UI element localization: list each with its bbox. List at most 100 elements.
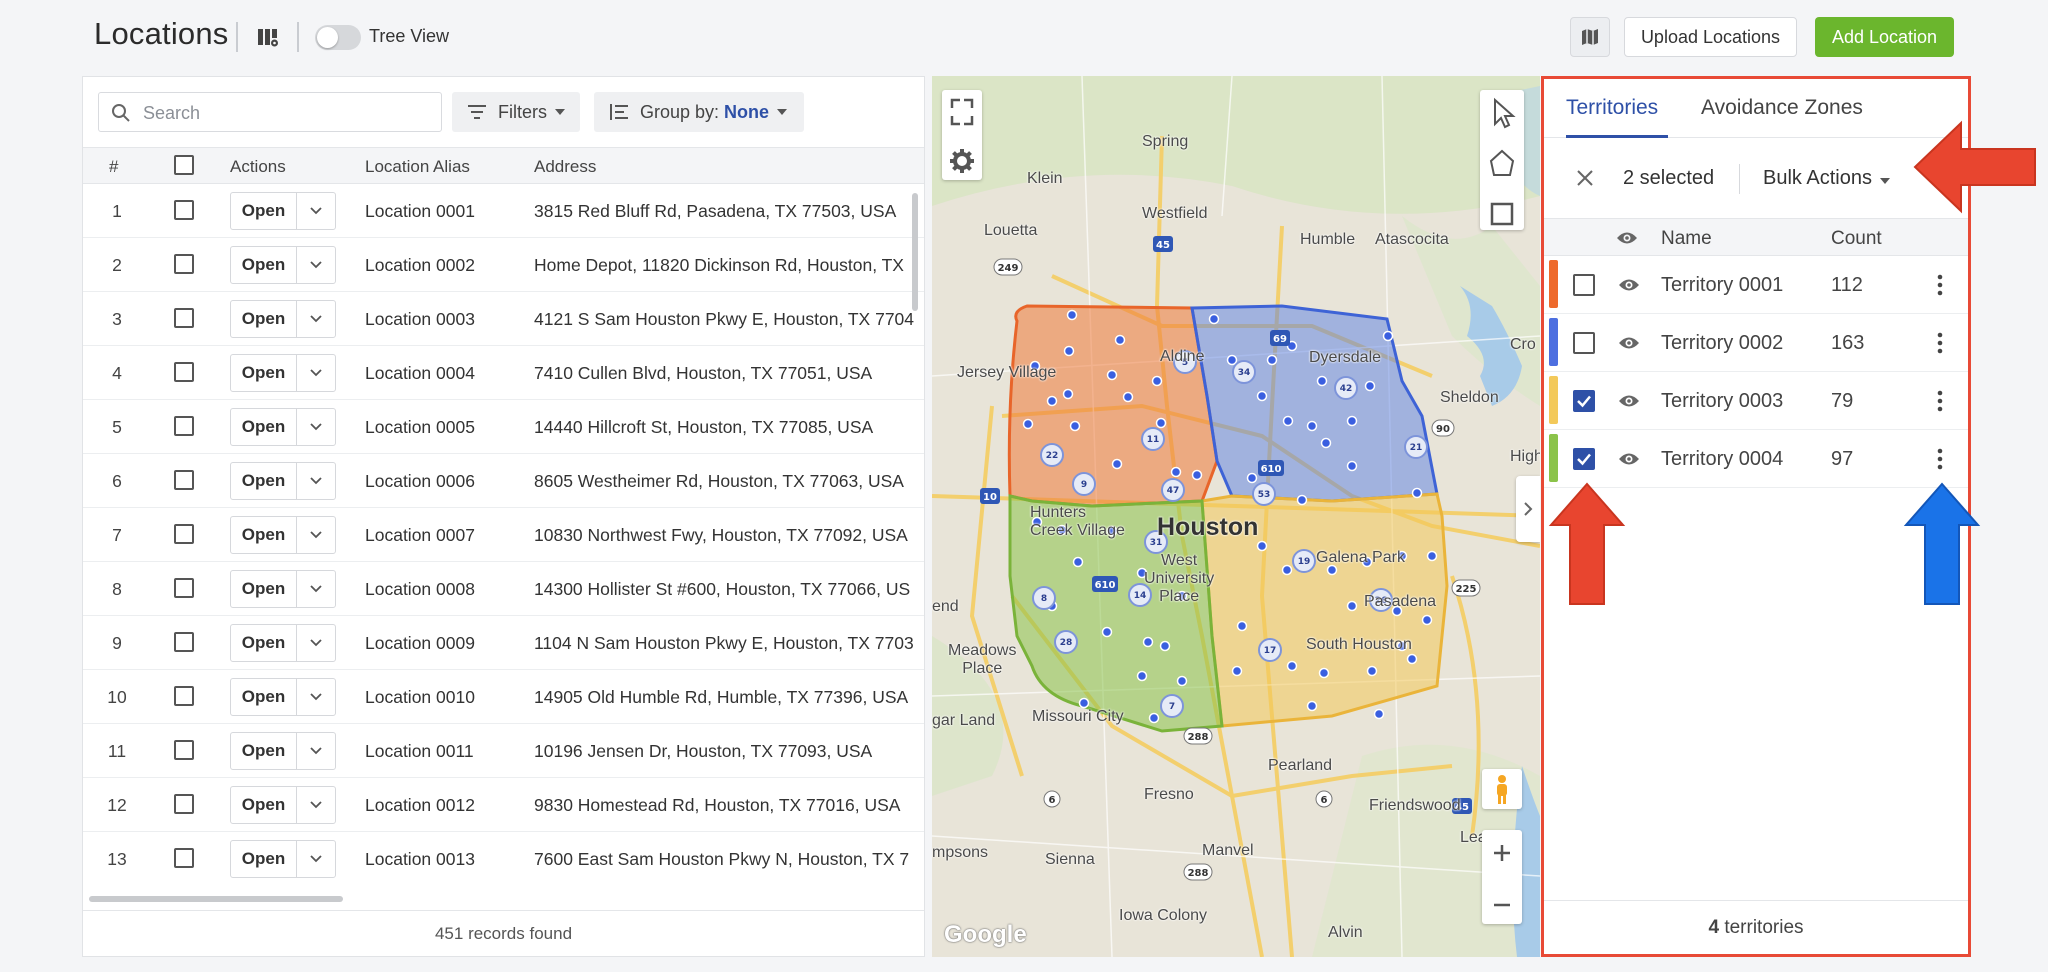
open-button[interactable]: Open <box>230 840 297 878</box>
select-all-checkbox[interactable] <box>174 155 194 175</box>
table-row[interactable]: 13 Open Location 0013 7600 East Sam Houston… <box>83 832 924 884</box>
visibility-eye-icon[interactable] <box>1618 277 1640 293</box>
filters-button[interactable]: Filters <box>452 92 580 132</box>
tab-territories[interactable]: Territories <box>1566 96 1659 119</box>
table-row[interactable]: 11 Open Location 0011 10196 Jensen Dr, Hous… <box>83 724 924 778</box>
open-button[interactable]: Open <box>230 462 297 500</box>
open-button[interactable]: Open <box>230 408 297 446</box>
more-options-kebab-icon[interactable] <box>1936 389 1944 413</box>
row-checkbox[interactable] <box>174 740 194 760</box>
table-row[interactable]: 9 Open Location 0009 1104 N Sam Houston Pkw… <box>83 616 924 670</box>
row-checkbox[interactable] <box>174 794 194 814</box>
open-button[interactable]: Open <box>230 678 297 716</box>
table-row[interactable]: 4 Open Location 0004 7410 Cullen Blvd, Hous… <box>83 346 924 400</box>
tab-avoidance-zones[interactable]: Avoidance Zones <box>1701 96 1863 119</box>
row-checkbox[interactable] <box>174 416 194 436</box>
collapse-panel-button[interactable] <box>1516 476 1540 542</box>
table-row[interactable]: 1 Open Location 0001 3815 Red Bluff Rd, Pas… <box>83 184 924 238</box>
zoom-in-icon[interactable] <box>1482 830 1522 877</box>
open-button[interactable]: Open <box>230 624 297 662</box>
group-by-button[interactable]: Group by: None <box>594 92 804 132</box>
column-header-address[interactable]: Address <box>534 157 597 176</box>
add-location-button[interactable]: Add Location <box>1815 17 1954 57</box>
table-row[interactable]: 12 Open Location 0012 9830 Homestead Rd, Ho… <box>83 778 924 832</box>
table-row[interactable]: 10 Open Location 0010 14905 Old Humble Rd, … <box>83 670 924 724</box>
more-options-kebab-icon[interactable] <box>1936 331 1944 355</box>
open-button[interactable]: Open <box>230 732 297 770</box>
row-checkbox[interactable] <box>174 254 194 274</box>
table-row[interactable]: 7 Open Location 0007 10830 Northwest Fwy, H… <box>83 508 924 562</box>
open-options-dropdown[interactable] <box>296 570 336 608</box>
territory-row[interactable]: Territory 0003 79 <box>1544 372 1968 430</box>
table-row[interactable]: 6 Open Location 0006 8605 Westheimer Rd, Ho… <box>83 454 924 508</box>
row-checkbox[interactable] <box>174 632 194 652</box>
table-row[interactable]: 3 Open Location 0003 4121 S Sam Houston Pkw… <box>83 292 924 346</box>
pointer-select-icon[interactable] <box>1480 90 1524 136</box>
horizontal-scrollbar[interactable] <box>89 896 343 902</box>
territory-row[interactable]: Territory 0002 163 <box>1544 314 1968 372</box>
map-view[interactable]: 5 34 42 22 11 9 47 53 21 31 19 8 14 26 28 17 7 45 69… <box>932 76 1540 957</box>
zoom-out-icon[interactable] <box>1482 882 1522 929</box>
row-checkbox[interactable] <box>174 686 194 706</box>
row-checkbox[interactable] <box>174 200 194 220</box>
open-options-dropdown[interactable] <box>296 462 336 500</box>
open-options-dropdown[interactable] <box>296 624 336 662</box>
open-options-dropdown[interactable] <box>296 354 336 392</box>
open-button[interactable]: Open <box>230 300 297 338</box>
territory-checkbox[interactable] <box>1573 332 1595 354</box>
upload-locations-button[interactable]: Upload Locations <box>1624 17 1797 57</box>
settings-gear-icon[interactable] <box>942 139 982 183</box>
open-options-dropdown[interactable] <box>296 678 336 716</box>
table-row[interactable]: 8 Open Location 0008 14300 Hollister St #60… <box>83 562 924 616</box>
open-options-dropdown[interactable] <box>296 408 336 446</box>
territory-row[interactable]: Territory 0001 112 <box>1544 256 1968 314</box>
fullscreen-icon[interactable] <box>942 90 982 134</box>
open-options-dropdown[interactable] <box>296 840 336 878</box>
territory-checkbox[interactable] <box>1573 448 1595 470</box>
column-header-alias[interactable]: Location Alias <box>365 157 470 176</box>
street-view-pegman[interactable] <box>1482 769 1522 809</box>
visibility-eye-icon[interactable] <box>1618 393 1640 409</box>
open-button[interactable]: Open <box>230 570 297 608</box>
open-options-dropdown[interactable] <box>296 300 336 338</box>
row-checkbox[interactable] <box>174 524 194 544</box>
open-button[interactable]: Open <box>230 354 297 392</box>
visibility-eye-icon[interactable] <box>1618 451 1640 467</box>
open-button[interactable]: Open <box>230 246 297 284</box>
open-button[interactable]: Open <box>230 192 297 230</box>
clear-selection-close-icon[interactable] <box>1576 169 1594 187</box>
vertical-scrollbar[interactable] <box>912 193 918 311</box>
row-checkbox[interactable] <box>174 308 194 328</box>
open-options-dropdown[interactable] <box>296 192 336 230</box>
row-checkbox[interactable] <box>174 848 194 868</box>
more-options-kebab-icon[interactable] <box>1936 447 1944 471</box>
open-options-dropdown[interactable] <box>296 246 336 284</box>
open-button[interactable]: Open <box>230 786 297 824</box>
territory-checkbox[interactable] <box>1573 390 1595 412</box>
open-options-dropdown[interactable] <box>296 786 336 824</box>
column-header-name[interactable]: Name <box>1661 228 1712 249</box>
visibility-eye-icon[interactable] <box>1616 230 1638 246</box>
territory-row[interactable]: Territory 0004 97 <box>1544 430 1968 488</box>
table-row[interactable]: 5 Open Location 0005 14440 Hillcroft St, Ho… <box>83 400 924 454</box>
table-row[interactable]: 2 Open Location 0002 Home Depot, 11820 Dick… <box>83 238 924 292</box>
tree-view-toggle[interactable] <box>315 25 361 50</box>
open-options-dropdown[interactable] <box>296 732 336 770</box>
row-checkbox[interactable] <box>174 362 194 382</box>
row-checkbox[interactable] <box>174 578 194 598</box>
polygon-draw-icon[interactable] <box>1480 141 1524 187</box>
chevron-down-icon <box>310 261 322 269</box>
visibility-eye-icon[interactable] <box>1618 335 1640 351</box>
territory-checkbox[interactable] <box>1573 274 1595 296</box>
more-options-kebab-icon[interactable] <box>1936 273 1944 297</box>
map-view-button[interactable] <box>1570 17 1610 57</box>
row-checkbox[interactable] <box>174 470 194 490</box>
column-settings-icon[interactable] <box>256 26 280 50</box>
open-options-dropdown[interactable] <box>296 516 336 554</box>
open-button[interactable]: Open <box>230 516 297 554</box>
bulk-actions-dropdown[interactable]: Bulk Actions <box>1763 167 1890 190</box>
column-header-count[interactable]: Count <box>1831 228 1882 249</box>
rectangle-draw-icon[interactable] <box>1480 192 1524 238</box>
search-input[interactable]: Search <box>98 92 442 132</box>
